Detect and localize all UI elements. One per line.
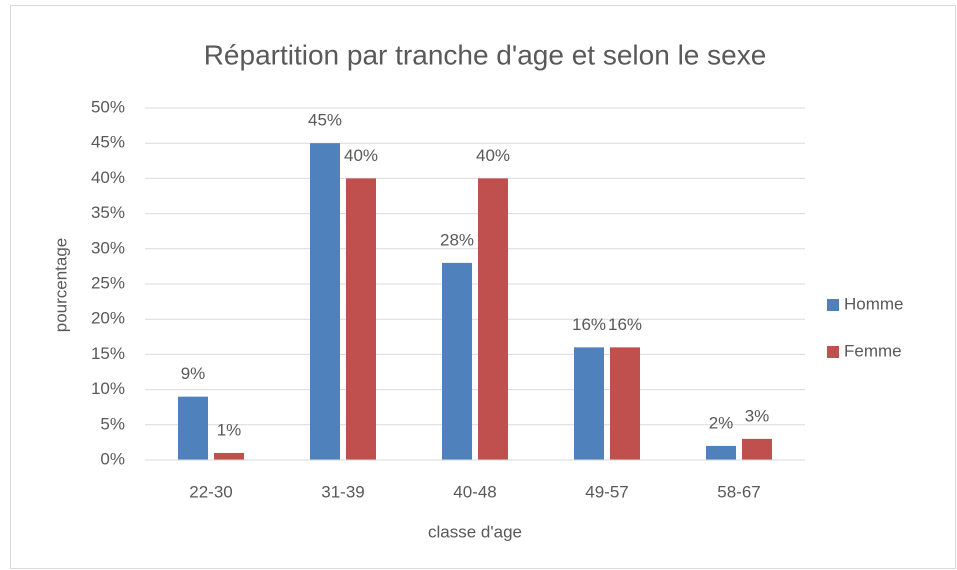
y-tick-label: 0% (100, 449, 125, 468)
x-tick-label: 31-39 (321, 482, 364, 501)
y-tick-label: 30% (91, 238, 125, 257)
y-tick-label: 20% (91, 309, 125, 328)
legend-swatch (827, 346, 839, 358)
legend-label: Femme (844, 341, 902, 360)
y-tick-label: 35% (91, 203, 125, 222)
y-axis-label: pourcentage (51, 238, 70, 333)
bar (310, 143, 340, 460)
bar (478, 178, 508, 460)
bar (706, 445, 736, 460)
x-axis-label: classe d'age (428, 522, 522, 541)
bar (574, 347, 604, 460)
data-label: 3% (745, 406, 770, 425)
y-tick-label: 45% (91, 133, 125, 152)
bar (178, 396, 208, 460)
y-tick-label: 10% (91, 379, 125, 398)
data-label: 2% (709, 413, 734, 432)
x-tick-label: 49-57 (585, 482, 628, 501)
data-label: 28% (440, 230, 474, 249)
data-label: 40% (476, 146, 510, 165)
chart-title: Répartition par tranche d'age et selon l… (204, 39, 767, 70)
data-label: 16% (608, 315, 642, 334)
legend-swatch (827, 299, 839, 311)
bar (742, 438, 772, 460)
data-label: 1% (217, 420, 242, 439)
data-label: 45% (308, 111, 342, 130)
data-label: 40% (344, 146, 378, 165)
bar (214, 452, 244, 460)
x-tick-label: 22-30 (189, 482, 232, 501)
y-tick-label: 25% (91, 273, 125, 292)
bar (346, 178, 376, 460)
x-tick-label: 58-67 (717, 482, 760, 501)
data-label: 16% (572, 315, 606, 334)
y-tick-label: 15% (91, 344, 125, 363)
x-tick-label: 40-48 (453, 482, 496, 501)
y-tick-label: 50% (91, 97, 125, 116)
bar (610, 347, 640, 460)
y-tick-label: 5% (100, 414, 125, 433)
legend-label: Homme (844, 294, 904, 313)
bar (442, 262, 472, 460)
data-label: 9% (181, 364, 206, 383)
y-tick-label: 40% (91, 168, 125, 187)
